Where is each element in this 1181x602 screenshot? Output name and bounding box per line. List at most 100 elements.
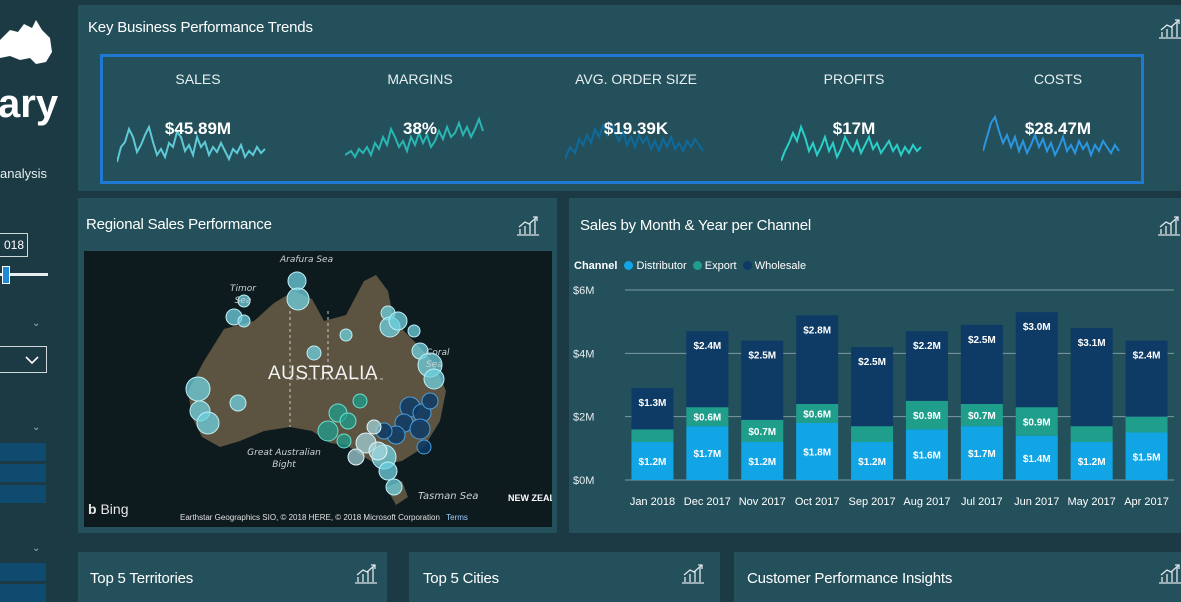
chart-icon[interactable]: [681, 562, 705, 584]
y-tick-label: $2M: [573, 412, 594, 424]
bar-segment-wholesale[interactable]: [741, 340, 784, 420]
legend-label: Wholesale: [754, 260, 807, 272]
bar-segment-distributor[interactable]: [851, 442, 894, 480]
bar-segment-wholesale[interactable]: [1015, 312, 1058, 408]
sparkline: [781, 123, 922, 162]
slicer-item[interactable]: [0, 464, 46, 482]
territories-title: Top 5 Territories: [90, 570, 194, 587]
bar-segment-wholesale[interactable]: [960, 324, 1003, 404]
bar-segment-export[interactable]: [1015, 407, 1058, 436]
bar-segment-wholesale[interactable]: [851, 347, 894, 427]
legend-item-distributor[interactable]: Distributor: [624, 260, 687, 272]
kpi-sales[interactable]: SALES $45.89M: [103, 57, 293, 181]
data-label: $1.2M: [858, 457, 886, 468]
x-tick-label: Nov 2017: [739, 496, 786, 508]
stacked-bar-chart[interactable]: $0M $2M $4M $6M $1.2M $1.3M Jan 2018 $1.7M $0.6M…: [569, 280, 1181, 530]
bar-segment-export[interactable]: [905, 400, 948, 430]
cities-title: Top 5 Cities: [423, 570, 499, 587]
bar-segment-distributor[interactable]: [686, 426, 729, 480]
slider-handle[interactable]: [2, 266, 10, 284]
chart-icon[interactable]: [1157, 214, 1181, 236]
kpi-label: SALES: [175, 71, 221, 87]
bar-segment-distributor[interactable]: [741, 442, 784, 480]
kpi-profits[interactable]: PROFITS $17M: [759, 57, 949, 181]
year-input[interactable]: 018: [0, 233, 28, 257]
slicer-item[interactable]: [0, 584, 46, 602]
bar-segment-export[interactable]: [796, 404, 839, 423]
data-label: $2.5M: [748, 351, 776, 362]
sparkline: [565, 120, 704, 160]
bar-segment-distributor[interactable]: [796, 423, 839, 480]
chart-icon[interactable]: [1158, 562, 1181, 584]
x-tick-label: Jul 2017: [961, 496, 1003, 508]
chevron-down-icon[interactable]: ⌄: [32, 543, 41, 554]
x-tick-label: May 2017: [1067, 496, 1115, 508]
report-title-fragment: ary: [0, 82, 59, 126]
map-label-nz: NEW ZEAL: [508, 493, 552, 503]
data-label: $1.2M: [1078, 457, 1106, 468]
bar-segment-wholesale[interactable]: [1125, 340, 1168, 417]
bar-segment-export[interactable]: [960, 404, 1003, 427]
data-label: $1.6M: [913, 451, 941, 462]
map-label-country: AUSTRALIA: [268, 363, 379, 384]
cities-panel: Top 5 Cities: [409, 552, 720, 602]
slicer-item[interactable]: [0, 563, 46, 581]
bar-segment-wholesale[interactable]: [1070, 328, 1113, 427]
map-label-timor: Timor Sea: [230, 284, 256, 306]
data-label: $1.3M: [639, 398, 667, 409]
bar-segment-export[interactable]: [1125, 416, 1168, 433]
kpi-panel-title: Key Business Performance Trends: [88, 19, 313, 36]
data-label: $2.4M: [693, 341, 721, 352]
kpi-label: MARGINS: [387, 71, 453, 87]
date-slider[interactable]: [0, 266, 48, 284]
kpi-value: $17M: [832, 119, 876, 138]
data-label: $1.2M: [639, 457, 667, 468]
chevron-down-icon[interactable]: ⌄: [32, 422, 41, 433]
kpi-value: $19.39K: [603, 119, 669, 138]
map-canvas[interactable]: Arafura Sea Timor Sea Coral Sea AUSTRALI…: [84, 251, 552, 527]
bar-segment-distributor[interactable]: [1015, 435, 1058, 480]
kpi-label: AVG. ORDER SIZE: [575, 71, 697, 87]
slicer-item[interactable]: [0, 485, 46, 503]
chart-icon[interactable]: [354, 562, 378, 584]
bar-segment-distributor[interactable]: [905, 429, 948, 480]
slicer-item[interactable]: [0, 443, 46, 461]
x-tick-label: Dec 2017: [684, 496, 731, 508]
sparkline: [983, 114, 1120, 158]
bar-segment-export[interactable]: [631, 429, 674, 442]
kpi-costs[interactable]: COSTS $28.47M: [963, 57, 1153, 181]
chevron-down-icon: [25, 356, 39, 365]
kpi-label: PROFITS: [823, 71, 885, 87]
bar-segment-wholesale[interactable]: [631, 388, 674, 430]
kpi-margins[interactable]: MARGINS 38%: [325, 57, 515, 181]
kpi-avg-order-size[interactable]: AVG. ORDER SIZE $19.39K: [541, 57, 731, 181]
bar-segment-wholesale[interactable]: [796, 315, 839, 404]
bar-segment-export[interactable]: [1070, 426, 1113, 442]
legend-dot: [692, 261, 702, 270]
chart-icon[interactable]: [516, 214, 540, 236]
bar-segment-export[interactable]: [686, 407, 729, 427]
bar-segment-wholesale[interactable]: [905, 331, 948, 401]
x-tick-label: Oct 2017: [795, 496, 840, 508]
bar-segment-distributor[interactable]: [1125, 432, 1168, 481]
bar-segment-export[interactable]: [851, 426, 894, 442]
filter-dropdown[interactable]: [0, 346, 47, 373]
bar-segment-distributor[interactable]: [960, 426, 1003, 480]
data-label: $2.5M: [968, 335, 996, 346]
report-subtitle-fragment: analysis: [0, 166, 47, 181]
terms-link[interactable]: Terms: [446, 513, 468, 522]
legend-item-export[interactable]: Export: [692, 260, 737, 272]
bar-segment-wholesale[interactable]: [686, 331, 729, 408]
x-tick-label: Jan 2018: [630, 496, 675, 508]
map-label-coral: Coral Sea: [426, 348, 450, 370]
bar-segment-distributor[interactable]: [631, 442, 674, 480]
chevron-down-icon[interactable]: ⌄: [32, 318, 41, 329]
bar-segment-export[interactable]: [741, 419, 784, 442]
legend-item-wholesale[interactable]: Wholesale: [742, 260, 807, 272]
territories-panel: Top 5 Territories: [78, 552, 387, 602]
map-label-arafura: Arafura Sea: [280, 255, 334, 265]
bar-segment-distributor[interactable]: [1070, 442, 1113, 480]
data-label: $2.8M: [803, 325, 831, 336]
chart-icon[interactable]: [1158, 17, 1181, 39]
kpi-highlight-box: SALES $45.89M MARGINS 38% AVG. ORDER SIZ…: [100, 54, 1144, 184]
